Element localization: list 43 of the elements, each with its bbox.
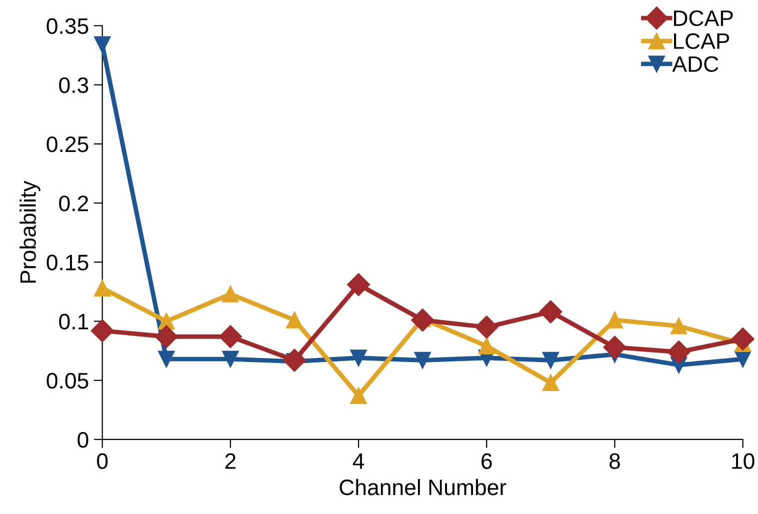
point — [603, 336, 626, 359]
point — [542, 352, 560, 369]
point — [475, 316, 498, 339]
point — [154, 325, 178, 348]
point — [414, 352, 431, 369]
y-tick-label: 0.05 — [46, 372, 88, 389]
point — [222, 286, 239, 302]
y-tick-label: 0 — [78, 432, 88, 448]
point — [731, 327, 754, 350]
point — [667, 340, 690, 364]
point — [286, 312, 303, 328]
y-tick-label: 0.3 — [59, 77, 88, 94]
point — [350, 350, 367, 366]
x-tick-label: 6 — [482, 453, 492, 469]
point — [670, 318, 688, 334]
point — [90, 319, 114, 342]
point — [350, 387, 367, 404]
point — [94, 280, 111, 296]
point — [218, 325, 242, 348]
y-tick-label: 0.2 — [59, 196, 88, 212]
legend-label: LCAP — [674, 33, 730, 50]
y-tick-label: 0.25 — [46, 136, 88, 152]
point — [411, 308, 434, 332]
point — [542, 374, 560, 392]
point — [158, 350, 175, 368]
x-tick-label: 2 — [225, 453, 236, 469]
point — [347, 273, 370, 296]
y-tick-label: 0.1 — [59, 314, 88, 330]
x-tick-label: 8 — [610, 453, 620, 469]
y-tick-label: 0.15 — [46, 254, 88, 270]
y-axis-title: Probability — [20, 180, 40, 283]
x-tick-label: 4 — [352, 453, 364, 469]
legend-label: ADC — [672, 56, 718, 72]
legend-label: DCAP — [674, 10, 733, 26]
x-tick-label: 10 — [732, 453, 754, 469]
point — [94, 36, 111, 53]
point — [539, 300, 562, 324]
x-axis-title: Channel Number — [340, 478, 506, 496]
point — [282, 348, 306, 372]
point — [222, 350, 239, 368]
x-tick-label: 0 — [97, 453, 108, 469]
point — [478, 338, 495, 354]
y-tick-label: 0.35 — [46, 18, 88, 34]
